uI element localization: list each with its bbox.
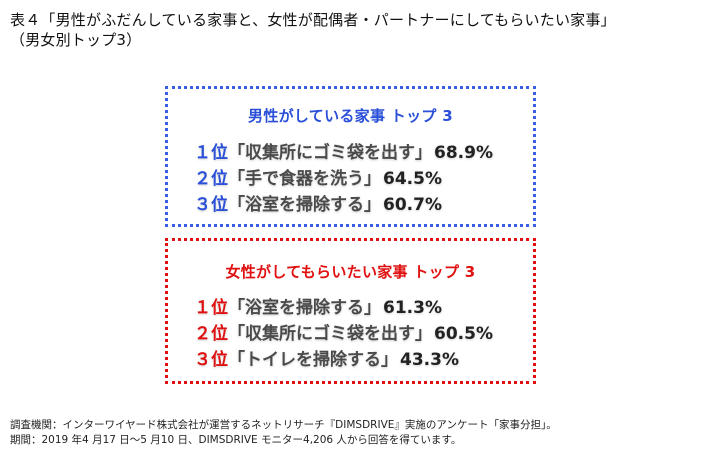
rank-label: ２位 — [194, 324, 228, 344]
male-rank-row-1: １位「収集所にゴミ袋を出す」 68.9% — [194, 140, 533, 166]
male-top3-box: 男性がしている家事 トップ 3 １位「収集所にゴミ袋を出す」 68.9% ２位「手… — [165, 86, 536, 227]
chore-label: 「収集所にゴミ袋を出す」 — [228, 143, 432, 163]
male-box-heading: 男性がしている家事 トップ 3 — [248, 107, 453, 125]
percent-value: 60.7% — [383, 195, 442, 215]
female-rank-row-1: １位「浴室を掃除する」 61.3% — [194, 295, 533, 321]
chore-label: 「浴室を掃除する」 — [228, 195, 381, 215]
male-rank-list: １位「収集所にゴミ袋を出す」 68.9% ２位「手で食器を洗う」 64.5% ３位「… — [194, 140, 533, 218]
rank-label: １位 — [194, 143, 228, 163]
footnote-period: 期間：2019 年4 月17 日～5 月10 日、DIMSDRIVE モニター4… — [10, 434, 462, 446]
percent-value: 68.9% — [434, 143, 493, 163]
female-top3-box: 女性がしてもらいたい家事 トップ 3 １位「浴室を掃除する」 61.3% ２位「収… — [165, 238, 536, 384]
chore-label: 「トイレを掃除する」 — [228, 350, 398, 370]
female-rank-list: １位「浴室を掃除する」 61.3% ２位「収集所にゴミ袋を出す」 60.5% ３位「… — [194, 295, 533, 373]
percent-value: 43.3% — [400, 350, 459, 370]
survey-footnote: 調査機関：インターワイヤード株式会社が運営するネットリサーチ『DIMSDRIVE… — [10, 418, 557, 448]
table-title: 表４「男性がふだんしている家事と、女性が配偶者・パートナーにしてもらいたい家事」… — [10, 10, 616, 50]
female-box-heading: 女性がしてもらいたい家事 トップ 3 — [225, 263, 476, 281]
female-rank-row-2: ２位「収集所にゴミ袋を出す」 60.5% — [194, 321, 533, 347]
table-title-line2: （男女別トップ3） — [10, 31, 142, 49]
percent-value: 61.3% — [383, 298, 442, 318]
rank-label: ２位 — [194, 169, 228, 189]
table-title-line1: 表４「男性がふだんしている家事と、女性が配偶者・パートナーにしてもらいたい家事」 — [10, 11, 616, 29]
rank-label: ３位 — [194, 350, 228, 370]
percent-value: 60.5% — [434, 324, 493, 344]
chore-label: 「手で食器を洗う」 — [228, 169, 381, 189]
male-rank-row-2: ２位「手で食器を洗う」 64.5% — [194, 166, 533, 192]
percent-value: 64.5% — [383, 169, 442, 189]
chore-label: 「浴室を掃除する」 — [228, 298, 381, 318]
footnote-source: 調査機関：インターワイヤード株式会社が運営するネットリサーチ『DIMSDRIVE… — [10, 419, 557, 431]
rank-label: ３位 — [194, 195, 228, 215]
chore-label: 「収集所にゴミ袋を出す」 — [228, 324, 432, 344]
rank-label: １位 — [194, 298, 228, 318]
female-rank-row-3: ３位「トイレを掃除する」 43.3% — [194, 347, 533, 373]
male-rank-row-3: ３位「浴室を掃除する」 60.7% — [194, 192, 533, 218]
